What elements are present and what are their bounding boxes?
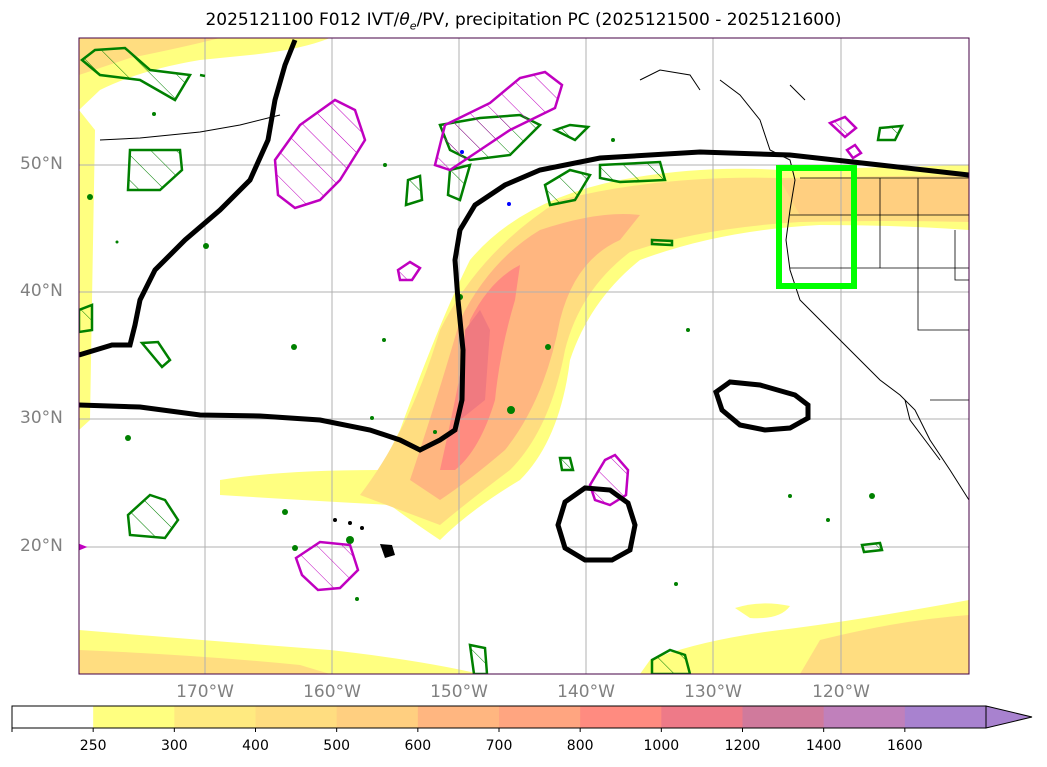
lon-label-120w: 120°W (812, 682, 870, 702)
colorbar (11, 705, 1033, 732)
colorbar-level-label: 1200 (724, 738, 761, 754)
colorbar-level-label: 250 (79, 738, 107, 754)
lon-label-140w: 140°W (557, 682, 615, 702)
colorbar-level-label: 1000 (643, 738, 680, 754)
lon-label-150w: 150°W (430, 682, 488, 702)
lat-label-40n: 40°N (20, 281, 63, 301)
colorbar-level-label: 1400 (805, 738, 842, 754)
colorbar-cell (174, 706, 256, 728)
colorbar-level-label: 700 (485, 738, 513, 754)
state-borders (790, 177, 969, 401)
colorbar-level-label: 800 (566, 738, 594, 754)
colorbar-cell (580, 706, 662, 728)
colorbar-level-label: 300 (160, 738, 188, 754)
colorbar-frame (11, 705, 987, 729)
lon-label-170w: 170°W (176, 682, 234, 702)
lat-label-30n: 30°N (20, 408, 63, 428)
map-title: 2025121100 F012 IVT/θe/PV, precipitation… (205, 10, 842, 33)
lat-label-50n: 50°N (20, 154, 63, 174)
coastline (99, 69, 969, 501)
colorbar-cell (499, 706, 581, 728)
colorbar-cell (12, 706, 94, 728)
colorbar-cell (742, 706, 825, 728)
colorbar-level-label: 1600 (887, 738, 923, 754)
colorbar-cell (417, 706, 500, 728)
colorbar-level-label: 600 (404, 738, 432, 754)
lon-label-130w: 130°W (684, 682, 742, 702)
theta-e-contours (79, 39, 969, 563)
colorbar-level-label: 400 (242, 738, 269, 754)
colorbar-cell (661, 706, 743, 728)
colorbar-cell (93, 706, 175, 728)
colorbar-cell (336, 706, 419, 728)
lon-label-160w: 160°W (303, 682, 361, 702)
colorbar-level-label: 500 (323, 738, 351, 754)
pv-negative-contours (79, 70, 863, 592)
colorbar-cell (904, 706, 987, 728)
map-panel (78, 37, 970, 675)
colorbar-extend-arrow (985, 705, 1033, 729)
lat-label-20n: 20°N (20, 536, 63, 556)
hawaii-islands (333, 518, 395, 558)
pv-blue-markers (460, 150, 511, 206)
colorbar-cell (823, 706, 906, 728)
map-frame (78, 37, 970, 675)
region-box (776, 165, 857, 289)
colorbar-cell (255, 706, 338, 728)
